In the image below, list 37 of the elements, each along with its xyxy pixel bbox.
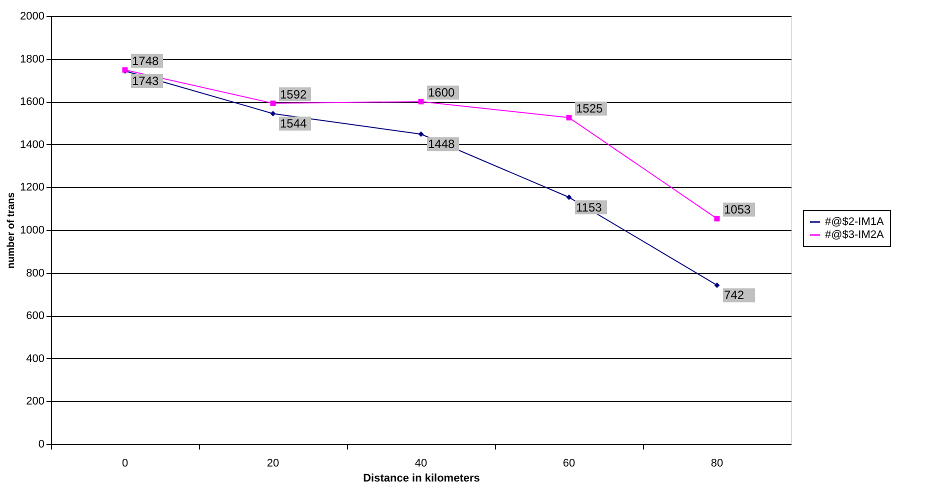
data-label: 1448 [428,137,456,152]
y-axis-title: number of trans [6,192,18,269]
data-label: 1600 [428,86,456,100]
data-label: 1153 [576,200,602,214]
data-label: 1743 [132,74,160,88]
legend-label: #@$2-IM1A [825,216,885,228]
x-tick-label: 80 [710,458,724,470]
x-tick-label: 60 [562,458,576,470]
x-tick-label: 0 [122,458,128,470]
data-label: 1748 [132,54,160,68]
y-tick-label: 600 [26,310,44,322]
y-tick-label: 0 [38,438,44,450]
legend-label: #@$3-IM2A [825,229,885,241]
data-label: 1053 [724,202,752,217]
y-tick-label: 2000 [20,10,44,22]
y-tick-label: 1000 [20,224,44,236]
y-tick-label: 400 [26,352,44,365]
x-tick-label: 20 [266,458,280,470]
data-label: 1544 [280,116,308,131]
point [566,114,572,120]
point [270,110,276,116]
data-label: 1592 [280,87,308,102]
point [418,131,424,137]
y-tick-label: 1400 [20,138,44,151]
data-label: 742 [724,288,744,302]
y-tick-label: 1200 [20,182,44,194]
y-tick-label: 1600 [20,96,44,108]
y-tick-label: 200 [26,396,44,408]
x-axis-title: Distance in kilometers [363,472,480,484]
point [714,282,720,288]
point [418,98,424,104]
y-tick-label: 800 [26,267,44,280]
point [714,216,720,222]
x-tick-label: 40 [414,458,428,470]
data-label: 1525 [576,102,604,116]
y-tick-label: 1800 [20,53,44,66]
point [270,100,276,106]
